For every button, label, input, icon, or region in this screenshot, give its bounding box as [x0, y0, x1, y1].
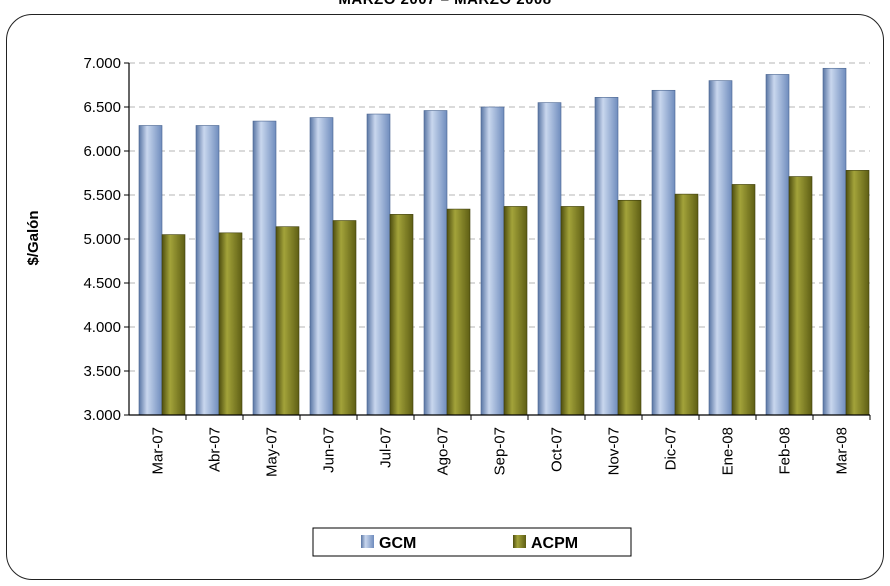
x-tick-label: Ene-08: [720, 427, 737, 475]
bar-gcm: [195, 125, 220, 416]
bar-gcm: [309, 117, 334, 416]
y-tick-label: 5.500: [83, 187, 121, 204]
x-tick-label: Nov-07: [606, 427, 623, 475]
bar-gcm: [765, 74, 790, 416]
x-tick-label: Ago-07: [435, 427, 452, 475]
y-tick-label: 3.000: [83, 407, 121, 424]
bar-acpm: [389, 214, 414, 416]
y-tick-label: 4.500: [83, 275, 121, 292]
x-tick-label: Jul-07: [378, 427, 395, 468]
x-tick-label: Sep-07: [492, 427, 509, 475]
x-tick-label: Mar-07: [150, 427, 167, 475]
y-axis-label: $/Galón: [25, 210, 42, 265]
bar-acpm: [161, 234, 186, 416]
bar-acpm: [845, 170, 870, 416]
legend-label-gcm: GCM: [379, 535, 416, 552]
bar-gcm: [480, 106, 505, 416]
bar-acpm: [560, 206, 585, 416]
bar-acpm: [788, 176, 813, 416]
legend-label-acpm: ACPM: [531, 535, 578, 552]
bar-gcm: [366, 113, 391, 416]
x-tick-label: Dic-07: [663, 427, 680, 470]
y-tick-label: 5.000: [83, 231, 121, 248]
bar-acpm: [446, 208, 471, 416]
bar-acpm: [731, 184, 756, 416]
y-tick-label: 3.500: [83, 363, 121, 380]
y-tick-label: 4.000: [83, 319, 121, 336]
bar-gcm: [537, 102, 562, 416]
chart-title: MARZO 2007 – MARZO 2008: [0, 0, 890, 8]
bar-acpm: [218, 232, 243, 416]
legend: GCM ACPM: [312, 527, 632, 557]
y-tick-label: 7.000: [83, 55, 121, 72]
legend-swatch-acpm: [513, 535, 526, 548]
x-tick-label: Jun-07: [321, 427, 338, 473]
bar-acpm: [332, 220, 357, 416]
y-tick-label: 6.000: [83, 143, 121, 160]
bar-gcm: [594, 97, 619, 416]
bar-acpm: [275, 226, 300, 416]
bar-gcm: [423, 110, 448, 416]
axes: 3.000 3.500 4.000 4.500 5.000 5.500 6.000 6.500…: [83, 55, 871, 477]
x-tick-label: May-07: [264, 427, 281, 477]
x-tick-label: Oct-07: [549, 427, 566, 472]
bar-acpm: [617, 199, 642, 416]
legend-box: [312, 527, 632, 557]
bar-gcm: [651, 89, 676, 416]
bar-gcm: [138, 125, 163, 416]
x-tick-label: Abr-07: [207, 427, 224, 472]
bar-acpm: [674, 193, 699, 416]
legend-swatch-gcm: [361, 535, 374, 548]
bar-gcm: [708, 80, 733, 416]
bars: [138, 67, 870, 416]
bar-gcm: [252, 120, 277, 416]
y-tick-label: 6.500: [83, 99, 121, 116]
bar-gcm: [822, 67, 847, 416]
bar-acpm: [503, 206, 528, 416]
x-tick-label: Mar-08: [834, 427, 851, 475]
x-tick-label: Feb-08: [777, 427, 794, 475]
